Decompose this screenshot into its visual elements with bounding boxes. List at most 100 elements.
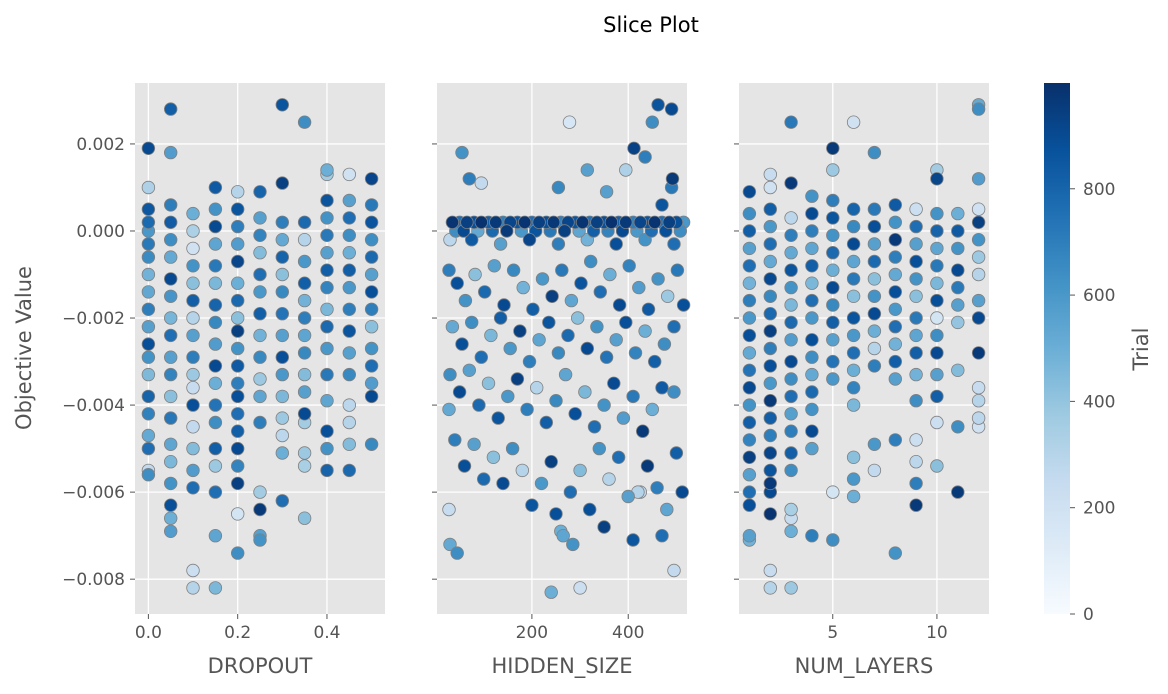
scatter-point [342,324,357,338]
scatter-point [141,337,156,351]
scatter-point [619,215,633,230]
scatter-point [474,176,489,190]
scatter-point [909,476,923,491]
scatter-point [342,346,357,360]
scatter-point [163,328,178,343]
scatter-point [669,446,684,460]
scatter-point [784,407,798,421]
scatter-point [320,302,334,317]
scatter-point [971,381,986,395]
scatter-point [763,237,778,251]
scatter-point [522,354,537,369]
scatter-point [951,315,965,330]
scatter-point [445,320,460,334]
scatter-point [364,437,379,452]
scatter-point [742,311,757,325]
scatter-point [544,455,558,469]
scatter-point [580,341,595,356]
scatter-point [342,280,357,295]
x-tick-label: 5 [827,623,838,643]
scatter-point [930,415,944,430]
scatter-point [867,324,882,338]
scatter-point [208,376,223,391]
scatter-point [742,498,757,512]
colorbar-ticks: 0 200 400 600 800 [1070,180,1115,625]
scatter-point [489,215,503,230]
scatter-point [826,245,840,260]
scatter-point [662,215,676,230]
scatter-point [930,293,944,308]
scatter-point [888,198,903,212]
scatter-point [742,276,757,290]
scatter-point [230,441,245,456]
scatter-point [784,228,798,243]
scatter-point [364,172,379,186]
scatter-point [826,163,840,177]
scatter-point [186,367,200,382]
scatter-point [763,359,778,373]
scatter-point [468,267,482,282]
scatter-point [539,415,554,430]
scatter-point [141,367,156,382]
scatter-point [599,185,614,199]
scatter-point [535,272,550,286]
scatter-point [275,215,290,230]
scatter-point [805,529,819,543]
colorbar-gradient [1044,83,1070,614]
scatter-point [784,372,798,386]
scatter-point [364,198,379,212]
scatter-point [141,215,156,230]
scatter-point [163,411,178,425]
scatter-point [443,537,457,552]
scatter-point [525,498,539,512]
scatter-point [297,232,312,247]
scatter-point [763,254,778,269]
scatter-point [930,346,944,360]
scatter-point [342,367,357,382]
scatter-point [230,546,245,560]
scatter-point [208,529,223,543]
scatter-point [551,346,566,360]
x-tick-label: 0.2 [224,623,251,643]
scatter-point [364,376,379,391]
scatter-point [342,263,357,277]
scatter-point [534,476,549,491]
scatter-point [742,346,757,360]
scatter-point [342,211,357,225]
scatter-point [320,228,334,243]
scatter-point [742,363,757,378]
scatter-point [163,524,178,539]
scatter-point [253,389,267,404]
scatter-point [208,441,223,456]
scatter-point [253,350,267,364]
scatter-point [563,485,578,499]
scatter-point [888,546,903,560]
scatter-point [867,237,882,251]
scatter-point [141,237,156,251]
scatter-point [253,533,267,547]
scatter-point [481,376,496,391]
scatter-point [846,254,861,269]
scatter-point [626,533,640,547]
scatter-point [546,215,561,230]
scatter-point [342,415,357,430]
scatter-point [602,472,616,486]
scatter-point [442,263,456,277]
scatter-point [275,176,290,190]
scatter-point [230,324,245,338]
scatter-point [208,202,223,216]
scatter-point [805,402,819,417]
scatter-point [275,232,290,247]
scatter-point [584,254,598,269]
scatter-point [297,367,312,382]
scatter-point [826,193,840,208]
scatter-point [230,476,245,491]
scatter-point [578,385,592,399]
scatter-point [297,459,312,473]
scatter-point [655,198,669,212]
scatter-point [763,394,778,408]
scatter-point [607,376,621,391]
scatter-point [667,563,681,578]
scatter-point [297,385,312,399]
scatter-point [462,172,477,186]
